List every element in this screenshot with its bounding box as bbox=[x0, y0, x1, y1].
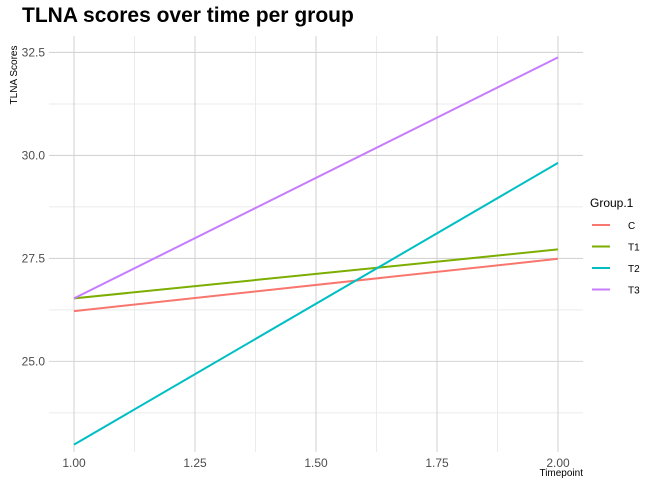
y-tick-label: 27.5 bbox=[22, 251, 46, 265]
legend: Group.1 C T1 T2 T3 bbox=[590, 196, 640, 297]
series-line-t2 bbox=[73, 162, 559, 446]
y-tick-label: 30.0 bbox=[22, 148, 46, 162]
x-tick-label: 1.00 bbox=[62, 456, 86, 470]
series-lines bbox=[73, 56, 559, 446]
legend-label-t3: T3 bbox=[628, 286, 640, 297]
x-tick-label: 1.75 bbox=[425, 456, 449, 470]
x-axis-title: Timepoint bbox=[539, 468, 583, 479]
x-tick-label: 1.50 bbox=[304, 456, 328, 470]
series-line-c bbox=[73, 257, 559, 313]
series-line-t1 bbox=[73, 248, 559, 300]
x-tick-labels: 1.00 1.25 1.50 1.75 2.00 bbox=[62, 456, 570, 470]
legend-label-c: C bbox=[628, 221, 635, 232]
legend-items: C T1 T2 T3 bbox=[592, 221, 640, 297]
y-tick-labels: 25.0 27.5 30.0 32.5 bbox=[22, 45, 46, 368]
major-gridlines bbox=[49, 36, 583, 452]
y-tick-label: 32.5 bbox=[22, 45, 46, 59]
legend-label-t1: T1 bbox=[628, 243, 640, 254]
legend-title: Group.1 bbox=[590, 196, 634, 210]
x-tick-label: 1.25 bbox=[183, 456, 207, 470]
series-line-t3 bbox=[73, 56, 559, 300]
y-tick-label: 25.0 bbox=[22, 354, 46, 368]
legend-label-t2: T2 bbox=[628, 264, 640, 275]
y-axis-title: TLNA Scores bbox=[9, 46, 20, 105]
chart-title: TLNA scores over time per group bbox=[22, 4, 354, 27]
x-tick-label: 2.00 bbox=[546, 456, 570, 470]
